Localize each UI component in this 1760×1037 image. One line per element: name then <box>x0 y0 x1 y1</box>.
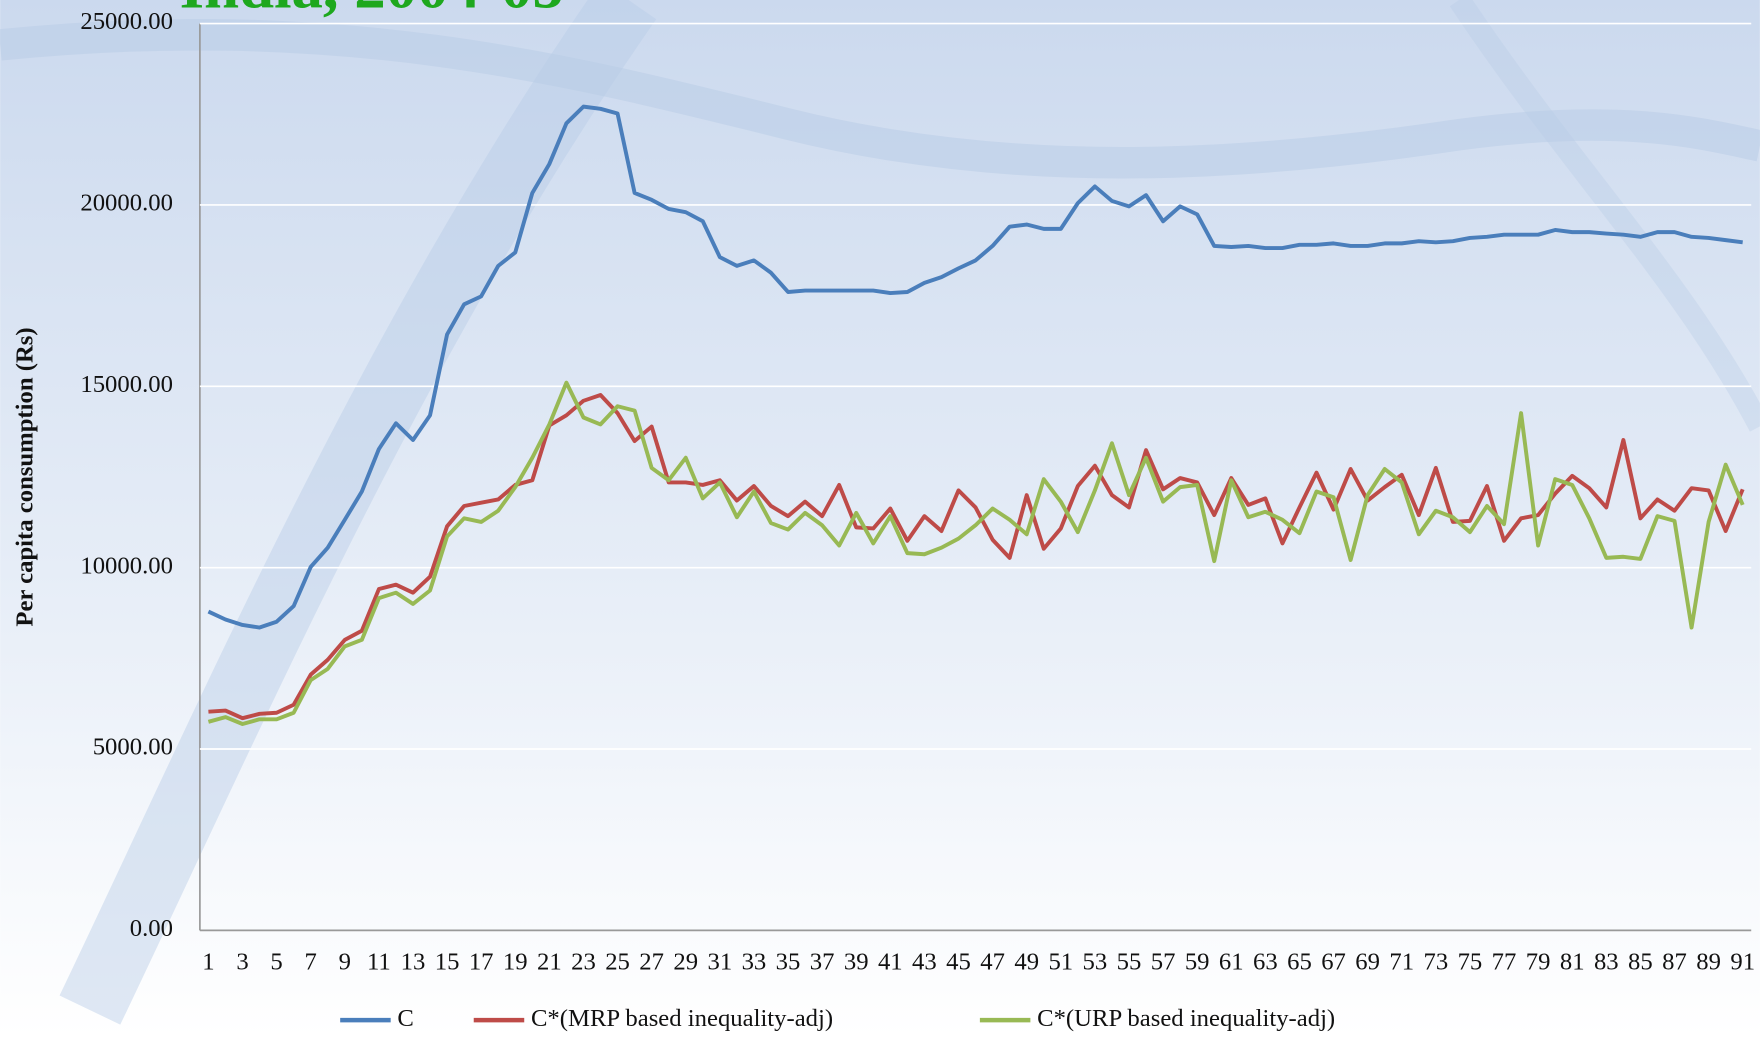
y-tick-label: 0.00 <box>130 915 173 942</box>
y-tick-label: 15000.00 <box>80 371 173 398</box>
x-tick-label: 49 <box>1014 949 1039 976</box>
series-line <box>207 104 1743 630</box>
x-tick-label: 21 <box>537 949 562 976</box>
x-tick-label: 37 <box>810 949 835 976</box>
decoration <box>0 19 1760 179</box>
x-tick-label: 75 <box>1458 949 1483 976</box>
x-tick-label: 35 <box>776 949 801 976</box>
x-tick-label: 25 <box>605 949 630 976</box>
x-tick-label: 85 <box>1628 949 1653 976</box>
x-tick-label: 5 <box>270 949 282 976</box>
decoration <box>59 0 657 1025</box>
x-tick-label: 13 <box>401 949 426 976</box>
x-tick-label: 63 <box>1253 949 1278 976</box>
x-tick-label: 81 <box>1560 949 1585 976</box>
chart-title: India, 2004-05 <box>180 0 564 22</box>
x-tick-label: 91 <box>1730 949 1755 976</box>
x-tick-label: 9 <box>339 949 351 976</box>
x-tick-label: 1 <box>202 949 214 976</box>
x-tick-label: 53 <box>1083 949 1108 976</box>
x-tick-label: 7 <box>305 949 317 976</box>
x-tick-label: 31 <box>707 949 732 976</box>
y-tick-label: 5000.00 <box>93 734 173 761</box>
x-tick-label: 43 <box>912 949 937 976</box>
x-tick-label: 33 <box>742 949 767 976</box>
x-tick-label: 23 <box>571 949 596 976</box>
x-tick-label: 41 <box>878 949 903 976</box>
x-tick-label: 15 <box>435 949 460 976</box>
x-tick-label: 77 <box>1492 949 1517 976</box>
x-tick-label: 27 <box>639 949 664 976</box>
x-tick-label: 83 <box>1594 949 1619 976</box>
x-tick-label: 17 <box>469 949 494 976</box>
y-axis-label: Per capita consumption (Rs) <box>12 327 39 626</box>
y-tick-label: 25000.00 <box>80 8 173 35</box>
x-tick-label: 11 <box>367 949 391 976</box>
x-tick-label: 69 <box>1355 949 1380 976</box>
x-tick-label: 61 <box>1219 949 1244 976</box>
x-tick-label: 59 <box>1185 949 1210 976</box>
series-line <box>208 393 1745 721</box>
x-tick-label: 55 <box>1117 949 1142 976</box>
x-tick-label: 19 <box>503 949 528 976</box>
x-tick-label: 73 <box>1424 949 1449 976</box>
x-tick-label: 71 <box>1389 949 1414 976</box>
x-tick-label: 39 <box>844 949 869 976</box>
legend-label: C*(MRP based inequality-adj) <box>531 1005 833 1032</box>
x-tick-label: 29 <box>673 949 698 976</box>
x-tick-label: 45 <box>946 949 971 976</box>
x-tick-label: 87 <box>1662 949 1687 976</box>
legend-label: C*(URP based inequality-adj) <box>1037 1005 1335 1032</box>
x-tick-label: 65 <box>1287 949 1312 976</box>
x-tick-label: 47 <box>980 949 1005 976</box>
y-tick-label: 10000.00 <box>80 552 173 579</box>
x-tick-label: 3 <box>236 949 248 976</box>
x-tick-label: 57 <box>1151 949 1176 976</box>
y-tick-label: 20000.00 <box>80 190 173 217</box>
x-tick-label: 67 <box>1321 949 1346 976</box>
decoration <box>1449 0 1760 432</box>
x-tick-label: 79 <box>1526 949 1551 976</box>
legend-label: C <box>397 1005 413 1032</box>
x-tick-label: 89 <box>1696 949 1721 976</box>
series-line <box>207 380 1745 726</box>
x-tick-label: 51 <box>1048 949 1073 976</box>
